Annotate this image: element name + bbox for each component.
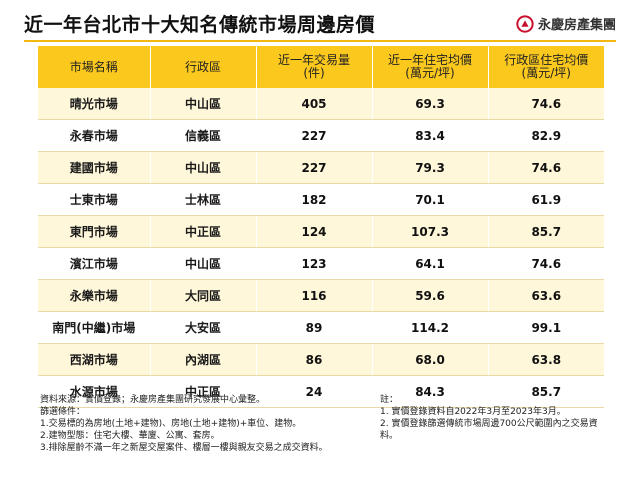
column-header-avg-price: 近一年住宅均價 (萬元/坪)	[371, 46, 488, 88]
cell-district: 中山區	[149, 88, 256, 120]
column-header-district: 行政區	[149, 46, 256, 88]
cell-district: 士林區	[149, 183, 256, 216]
cell-market: 西湖市場	[38, 343, 150, 376]
cell-volume: 182	[255, 183, 372, 216]
table-row: 濱江市場 中山區 123 64.1 74.6	[38, 247, 604, 280]
note-item: 2. 實價登錄篩選傳統市場周邊700公尺範圍內之交易資料。	[380, 419, 598, 441]
footer-source-notes: 資料來源：實價登錄；永慶房產集團研究發展中心彙整。 篩選條件： 1.交易標的為房…	[40, 394, 370, 454]
cell-market: 東門市場	[38, 215, 150, 248]
column-header-volume: 近一年交易量 (件)	[255, 46, 372, 88]
cell-market: 水源市場	[38, 375, 150, 408]
cell-district-price: 63.8	[487, 343, 604, 376]
market-price-table: 市場名稱 行政區 近一年交易量 (件) 近一年住宅均價 (萬元/坪) 行政區住宅均價…	[38, 46, 604, 408]
cell-volume: 124	[255, 215, 372, 248]
cell-avg-price: 83.4	[371, 119, 488, 152]
cell-volume: 89	[255, 311, 372, 344]
cell-market: 南門(中繼)市場	[38, 311, 150, 344]
brand-logo: 永慶房產集團	[516, 14, 616, 33]
table-row: 永春市場 信義區 227 83.4 82.9	[38, 119, 604, 152]
table-header-row: 市場名稱 行政區 近一年交易量 (件) 近一年住宅均價 (萬元/坪) 行政區住宅均價…	[38, 46, 604, 88]
note-item: 1. 實價登錄資料自2022年3月至2023年3月。	[380, 407, 566, 417]
table-row: 永樂市場 大同區 116 59.6 63.6	[38, 279, 604, 312]
cell-avg-price: 69.3	[371, 88, 488, 120]
cell-volume: 86	[255, 343, 372, 376]
cell-district-price: 99.1	[487, 311, 604, 344]
cell-avg-price: 70.1	[371, 183, 488, 216]
cell-district-price: 82.9	[487, 119, 604, 152]
cell-avg-price: 79.3	[371, 151, 488, 184]
cell-district-price: 85.7	[487, 215, 604, 248]
cell-volume: 227	[255, 119, 372, 152]
criteria-item: 3.排除屋齡不滿一年之新屋交屋案件、樓層一樓與親友交易之成交資料。	[40, 443, 328, 453]
cell-district: 大同區	[149, 279, 256, 312]
cell-avg-price: 107.3	[371, 215, 488, 248]
cell-market: 永春市場	[38, 119, 150, 152]
data-source-text: 資料來源：實價登錄；永慶房產集團研究發展中心彙整。	[40, 395, 266, 405]
cell-avg-price: 84.3	[371, 375, 488, 408]
cell-volume: 24	[255, 375, 372, 408]
cell-district-price: 74.6	[487, 151, 604, 184]
cell-district: 中山區	[149, 151, 256, 184]
criteria-item: 2.建物型態：住宅大樓、華廈、公寓、套房。	[40, 431, 220, 441]
cell-market: 建國市場	[38, 151, 150, 184]
cell-district-price: 61.9	[487, 183, 604, 216]
cell-district-price: 63.6	[487, 279, 604, 312]
cell-volume: 227	[255, 151, 372, 184]
column-header-district-price: 行政區住宅均價 (萬元/坪)	[487, 46, 604, 88]
criteria-title: 篩選條件：	[40, 407, 86, 417]
cell-district: 內湖區	[149, 343, 256, 376]
cell-avg-price: 64.1	[371, 247, 488, 280]
brand-name: 永慶房產集團	[537, 18, 616, 33]
table-row: 建國市場 中山區 227 79.3 74.6	[38, 151, 604, 184]
table-row: 士東市場 士林區 182 70.1 61.9	[38, 183, 604, 216]
notes-title: 註：	[380, 395, 399, 405]
cell-district: 大安區	[149, 311, 256, 344]
page-title: 近一年台北市十大知名傳統市場周邊房價	[24, 14, 376, 36]
table-row: 西湖市場 內湖區 86 68.0 63.8	[38, 343, 604, 376]
table-row: 晴光市場 中山區 405 69.3 74.6	[38, 88, 604, 120]
cell-volume: 116	[255, 279, 372, 312]
cell-market: 晴光市場	[38, 88, 150, 120]
cell-volume: 123	[255, 247, 372, 280]
table-row: 東門市場 中正區 124 107.3 85.7	[38, 215, 604, 248]
criteria-item: 1.交易標的為房地(土地+建物)、房地(土地+建物)+車位、建物。	[40, 419, 302, 429]
cell-avg-price: 59.6	[371, 279, 488, 312]
title-divider	[24, 40, 616, 42]
cell-district: 中正區	[149, 215, 256, 248]
cell-market: 永樂市場	[38, 279, 150, 312]
footer-remarks: 註： 1. 實價登錄資料自2022年3月至2023年3月。 2. 實價登錄篩選傳…	[380, 394, 610, 442]
cell-district-price: 85.7	[487, 375, 604, 408]
table-row: 水源市場 中正區 24 84.3 85.7	[38, 375, 604, 408]
cell-district-price: 74.6	[487, 88, 604, 120]
brand-logo-icon	[516, 14, 534, 33]
column-header-market: 市場名稱	[38, 46, 150, 88]
cell-district: 信義區	[149, 119, 256, 152]
cell-market: 濱江市場	[38, 247, 150, 280]
cell-district: 中正區	[149, 375, 256, 408]
cell-district: 中山區	[149, 247, 256, 280]
cell-market: 士東市場	[38, 183, 150, 216]
cell-district-price: 74.6	[487, 247, 604, 280]
cell-avg-price: 114.2	[371, 311, 488, 344]
cell-avg-price: 68.0	[371, 343, 488, 376]
cell-volume: 405	[255, 88, 372, 120]
table-row: 南門(中繼)市場 大安區 89 114.2 99.1	[38, 311, 604, 344]
